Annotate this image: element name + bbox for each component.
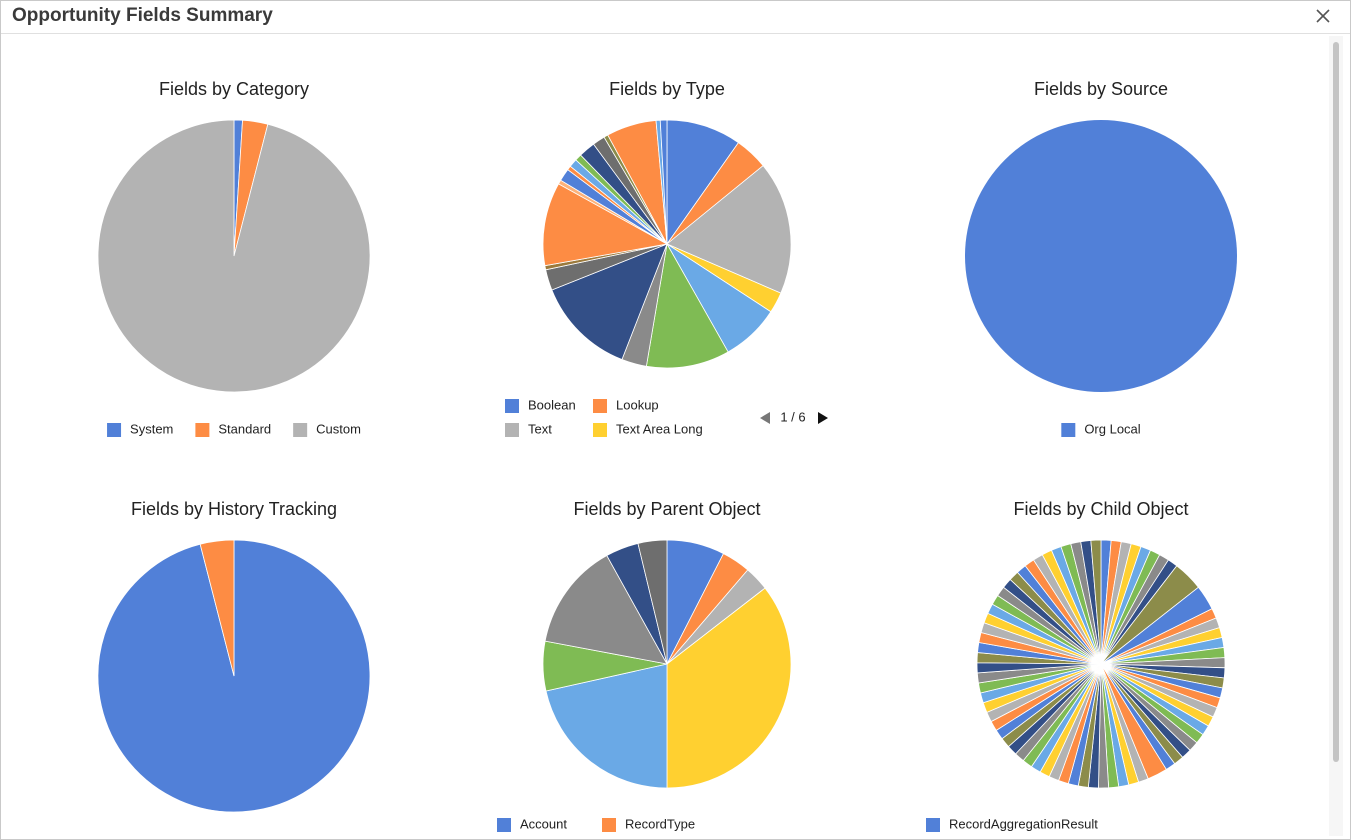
legend-label: Text <box>528 421 552 436</box>
pie-slice <box>545 663 668 789</box>
legend-label: RecordType <box>625 816 695 831</box>
chart: Fields by Child Object RecordAggregationR… <box>926 499 1226 832</box>
dialog-title: Opportunity Fields Summary <box>12 5 273 26</box>
pie-slice <box>666 119 739 246</box>
legend-item: RecordAggregationResult <box>926 816 1098 832</box>
legend-item: Lookup <box>593 397 659 413</box>
legend-label: RecordAggregationResult <box>949 816 1098 831</box>
legend-item: Standard <box>195 421 271 437</box>
legend-label: Standard <box>218 421 271 436</box>
legend-swatch <box>602 818 616 832</box>
legend-swatch <box>505 423 519 437</box>
legend-swatch <box>1061 423 1076 437</box>
legend-swatch <box>593 423 607 437</box>
pie-slice <box>97 119 371 393</box>
pie-slice <box>666 587 792 789</box>
pie-slice <box>1090 539 1102 665</box>
legend-label: System <box>130 421 173 436</box>
chart-title: Fields by Type <box>609 79 725 99</box>
legend-item: System <box>107 421 173 437</box>
chart: Fields by Source Org Local <box>965 79 1237 437</box>
legend-item: Text Area Long <box>593 421 703 437</box>
legend-label: Org Local <box>1084 421 1140 436</box>
pie-slice <box>666 165 792 294</box>
legend-item: Org Local <box>1061 421 1141 437</box>
legend-label: Text Area Long <box>616 421 703 436</box>
pager-next[interactable] <box>818 412 828 424</box>
pie-slice <box>544 555 668 665</box>
close-button[interactable] <box>1316 9 1330 23</box>
chart-title: Fields by History Tracking <box>131 499 337 519</box>
legend-swatch <box>497 818 511 832</box>
legend-item: Custom <box>293 421 361 437</box>
pie-slice <box>965 120 1237 392</box>
pie-slice <box>645 242 729 369</box>
legend-label: Custom <box>316 421 361 436</box>
legend-swatch <box>505 399 519 413</box>
chart-title: Fields by Category <box>159 79 309 99</box>
legend-swatch <box>593 399 607 413</box>
legend-item: Boolean <box>505 397 576 413</box>
legend: RecordAggregationResult <box>926 816 1098 832</box>
legend-label: Account <box>520 816 567 831</box>
pie-slice <box>542 183 669 267</box>
pie-slice <box>199 539 235 677</box>
legend-swatch <box>926 818 940 832</box>
chart-title: Fields by Child Object <box>1013 499 1188 519</box>
chart-title: Fields by Parent Object <box>573 499 760 519</box>
legend: Account RecordType <box>497 816 695 832</box>
chart: Fields by Category System Standard Custom <box>97 79 371 437</box>
pie-slice <box>551 243 668 361</box>
scrollbar-thumb[interactable] <box>1333 42 1339 762</box>
chart-title: Fields by Source <box>1034 79 1168 99</box>
pie-slice <box>637 539 668 665</box>
legend: Org Local <box>1061 421 1141 437</box>
legend-swatch <box>195 423 210 437</box>
legend-swatch <box>107 423 122 437</box>
legend-swatch <box>293 423 308 437</box>
legend: System Standard Custom <box>107 421 361 437</box>
legend-item: Account <box>497 816 567 832</box>
pager-label: 1 / 6 <box>780 409 805 424</box>
chart: Fields by Type Boolean Lookup Text Text Area… <box>505 79 828 437</box>
legend-item: Text <box>505 421 552 437</box>
chart: Fields by History Tracking <box>97 499 371 813</box>
legend-item: RecordType <box>602 816 695 832</box>
pie-slice <box>659 119 668 245</box>
legend: Boolean Lookup Text Text Area Long <box>505 397 703 437</box>
legend-label: Boolean <box>528 397 576 412</box>
pager-prev[interactable] <box>760 412 770 424</box>
legend-label: Lookup <box>616 397 659 412</box>
chart: Fields by Parent Object Account RecordType <box>497 499 792 832</box>
